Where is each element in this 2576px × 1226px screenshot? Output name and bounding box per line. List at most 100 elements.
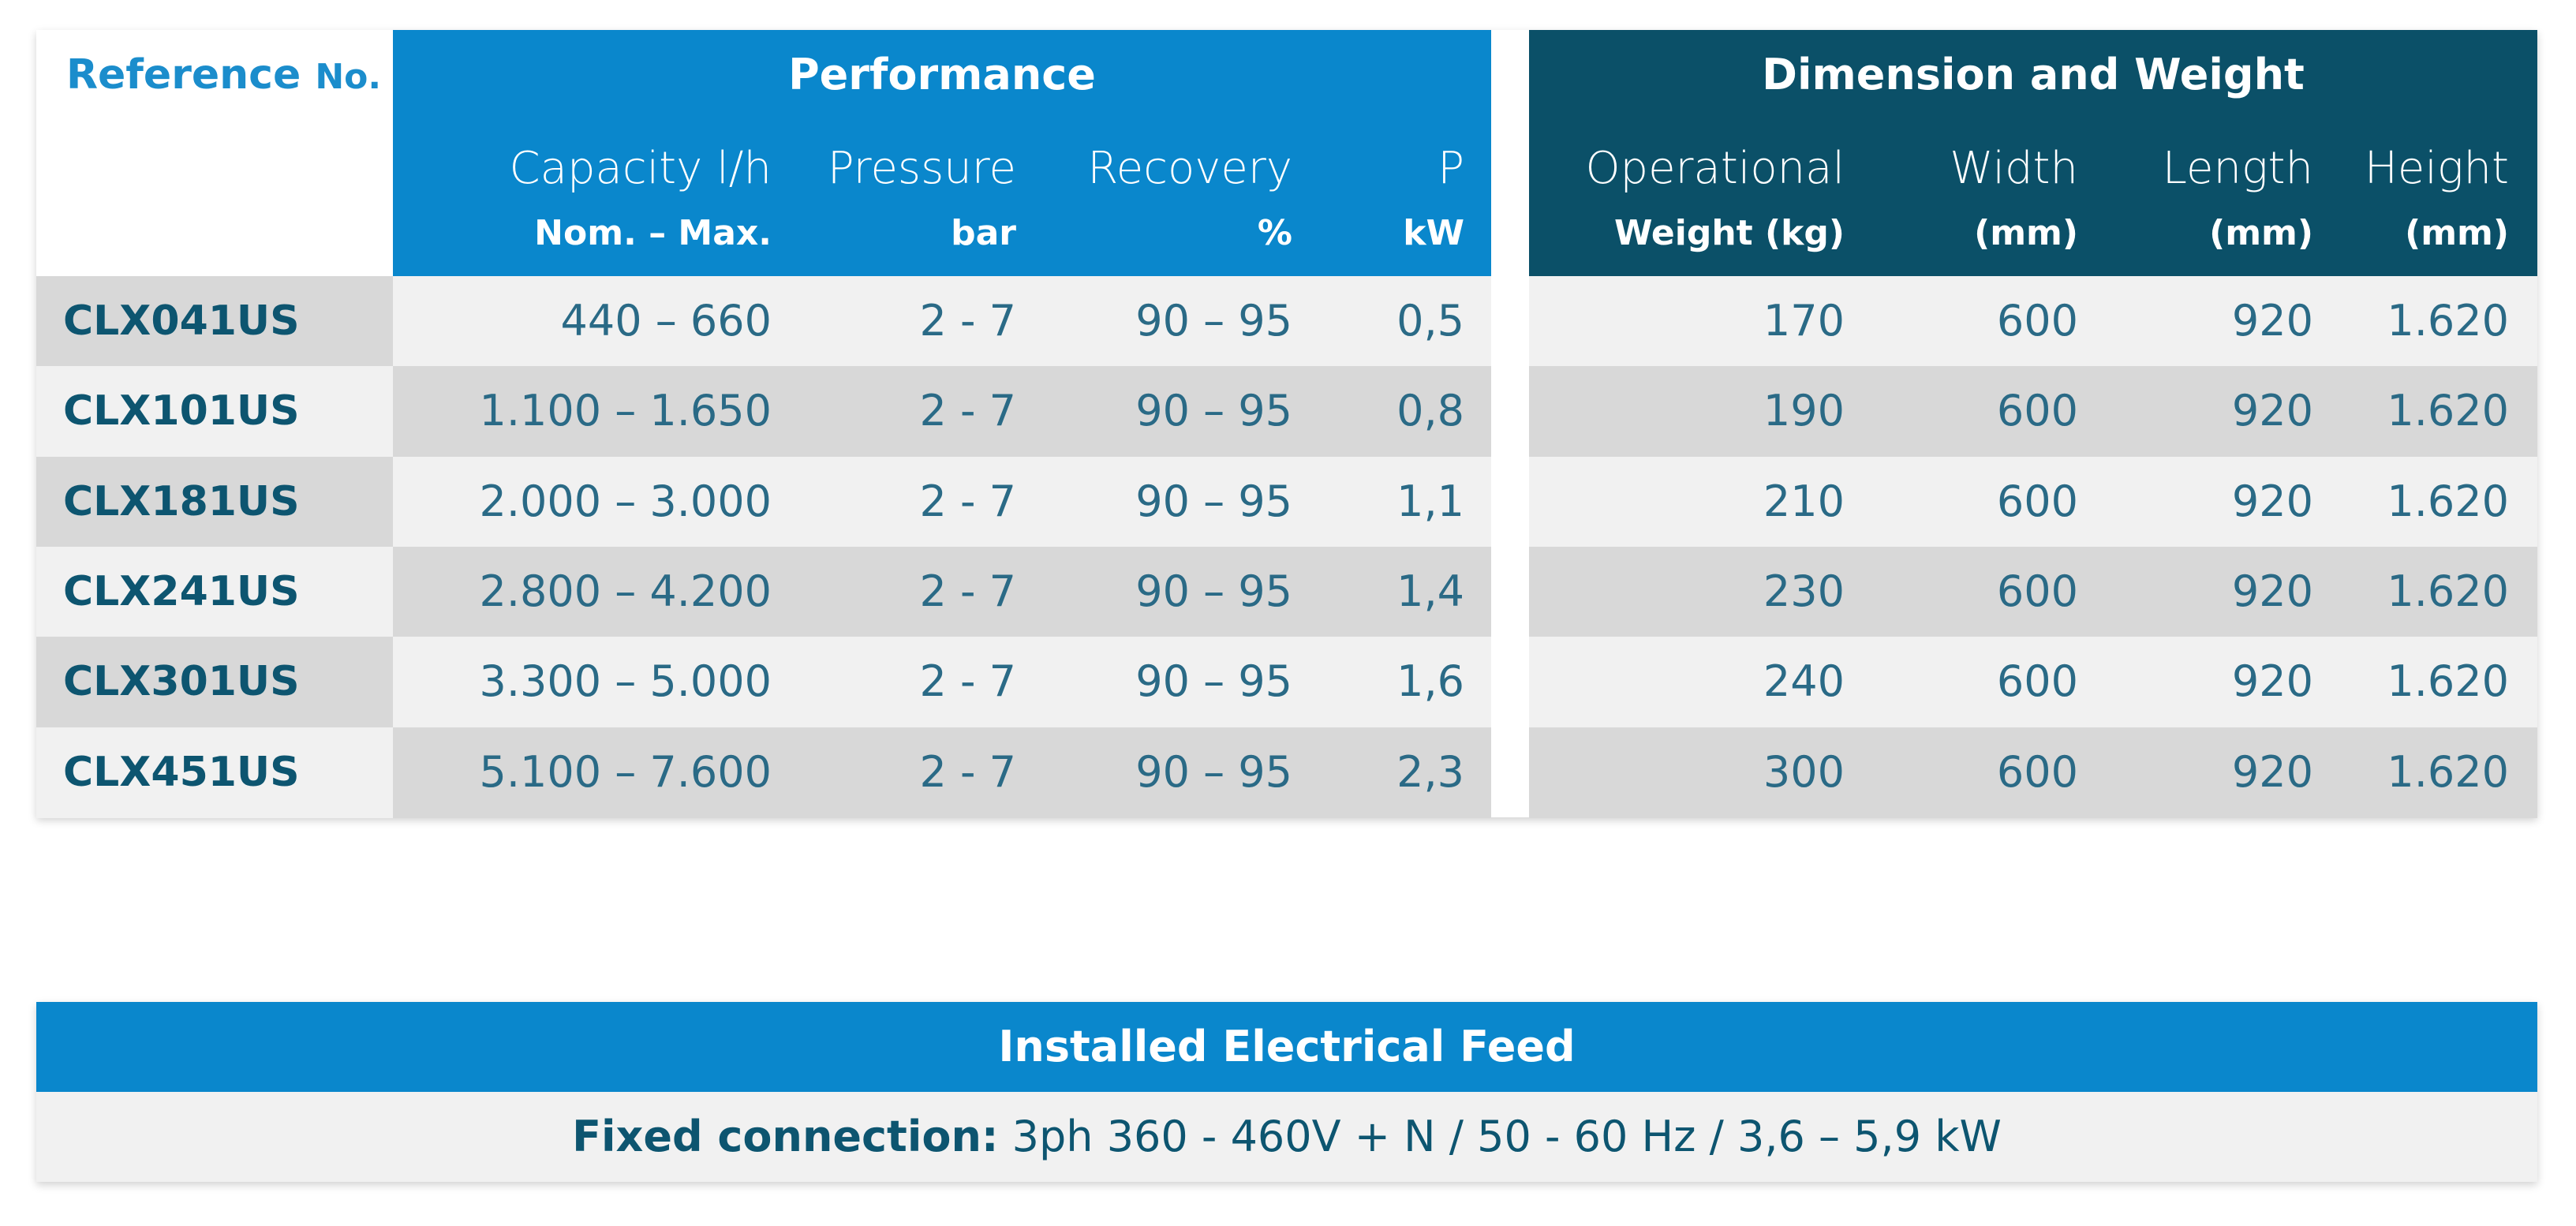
model-reference: CLX101US xyxy=(63,387,300,435)
cell-height: 1.620 xyxy=(2387,296,2509,346)
row-background xyxy=(1529,546,2537,637)
cell-weight: 300 xyxy=(1763,746,1845,797)
cell-length: 920 xyxy=(2231,386,2313,436)
cell-height: 1.620 xyxy=(2387,656,2509,707)
cell-width: 600 xyxy=(1996,746,2078,797)
cell-power: 2,3 xyxy=(1396,746,1464,797)
cell-recovery: 90 – 95 xyxy=(1135,656,1292,707)
row-background xyxy=(36,637,393,728)
cell-recovery: 90 – 95 xyxy=(1135,386,1292,436)
row-background xyxy=(36,727,393,818)
reference-title: Reference No. xyxy=(66,47,398,103)
model-reference: CLX181US xyxy=(63,477,300,525)
dimension-header-bg xyxy=(1529,30,2537,276)
cell-length: 920 xyxy=(2231,476,2313,526)
specifications-table: Reference No. Performance Dimension and … xyxy=(36,30,2537,818)
cell-recovery: 90 – 95 xyxy=(1135,746,1292,797)
cell-power: 1,6 xyxy=(1396,656,1464,707)
reference-no-text: No. xyxy=(315,57,382,97)
reference-header-cell xyxy=(36,30,393,276)
row-background xyxy=(1529,637,2537,728)
fixed-connection-label: Fixed connection: xyxy=(572,1112,999,1161)
cell-weight: 240 xyxy=(1763,656,1845,707)
cell-capacity: 1.100 – 1.650 xyxy=(479,386,772,436)
cell-weight: 210 xyxy=(1763,476,1845,526)
cell-capacity: 440 – 660 xyxy=(560,296,772,346)
cell-capacity: 5.100 – 7.600 xyxy=(479,746,772,797)
row-background xyxy=(36,366,393,458)
cell-pressure: 2 - 7 xyxy=(919,746,1016,797)
row-background xyxy=(393,276,1491,367)
model-reference: CLX301US xyxy=(63,658,300,706)
col-height-unit: (mm) xyxy=(2405,213,2509,253)
cell-weight: 170 xyxy=(1763,296,1845,346)
cell-pressure: 2 - 7 xyxy=(919,476,1016,526)
row-background xyxy=(1529,366,2537,458)
col-capacity-unit: Nom. – Max. xyxy=(534,213,772,253)
cell-pressure: 2 - 7 xyxy=(919,566,1016,616)
row-background xyxy=(393,727,1491,818)
cell-pressure: 2 - 7 xyxy=(919,656,1016,707)
model-reference: CLX241US xyxy=(63,567,300,615)
cell-height: 1.620 xyxy=(2387,476,2509,526)
cell-length: 920 xyxy=(2231,656,2313,707)
row-background xyxy=(36,546,393,637)
cell-length: 920 xyxy=(2231,746,2313,797)
cell-weight: 230 xyxy=(1763,566,1845,616)
col-recovery-label: Recovery xyxy=(1087,143,1292,194)
cell-capacity: 2.000 – 3.000 xyxy=(479,476,772,526)
fixed-connection-value: 3ph 360 - 460V + N / 50 - 60 Hz / 3,6 – … xyxy=(1011,1112,2002,1161)
cell-height: 1.620 xyxy=(2387,566,2509,616)
col-pressure-unit: bar xyxy=(951,213,1016,253)
electrical-feed-panel: Installed Electrical Feed Fixed connecti… xyxy=(36,1002,2537,1182)
row-background xyxy=(393,546,1491,637)
col-weight-unit: Weight (kg) xyxy=(1613,213,1845,253)
cell-pressure: 2 - 7 xyxy=(919,386,1016,436)
cell-recovery: 90 – 95 xyxy=(1135,566,1292,616)
row-background xyxy=(393,637,1491,728)
table-gap xyxy=(1491,30,1529,817)
reference-title-text: Reference xyxy=(66,51,301,99)
dimension-title: Dimension and Weight xyxy=(1762,50,2305,99)
cell-width: 600 xyxy=(1996,386,2078,436)
electrical-feed-title: Installed Electrical Feed xyxy=(36,1002,2537,1092)
col-capacity-label: Capacity l/h xyxy=(509,143,772,194)
cell-power: 1,4 xyxy=(1396,566,1464,616)
cell-height: 1.620 xyxy=(2387,746,2509,797)
electrical-feed-line: Fixed connection: 3ph 360 - 460V + N / 5… xyxy=(36,1092,2537,1182)
cell-recovery: 90 – 95 xyxy=(1135,476,1292,526)
model-reference: CLX041US xyxy=(63,297,300,345)
cell-width: 600 xyxy=(1996,296,2078,346)
cell-width: 600 xyxy=(1996,566,2078,616)
cell-width: 600 xyxy=(1996,476,2078,526)
col-width-unit: (mm) xyxy=(1974,213,2078,253)
col-power-label: P xyxy=(1438,143,1464,194)
row-background xyxy=(393,366,1491,458)
cell-length: 920 xyxy=(2231,296,2313,346)
model-reference: CLX451US xyxy=(63,748,300,796)
cell-power: 0,5 xyxy=(1396,296,1464,346)
performance-header-bg xyxy=(393,30,1491,276)
row-background xyxy=(1529,456,2537,548)
cell-capacity: 2.800 – 4.200 xyxy=(479,566,772,616)
cell-power: 1,1 xyxy=(1396,476,1464,526)
col-pressure-label: Pressure xyxy=(827,143,1016,194)
cell-length: 920 xyxy=(2231,566,2313,616)
col-width-label: Width xyxy=(1950,143,2078,194)
row-background xyxy=(1529,727,2537,818)
cell-recovery: 90 – 95 xyxy=(1135,296,1292,346)
row-background xyxy=(393,456,1491,548)
cell-width: 600 xyxy=(1996,656,2078,707)
col-weight-label: Operational xyxy=(1585,143,1845,194)
cell-height: 1.620 xyxy=(2387,386,2509,436)
row-background xyxy=(36,456,393,548)
col-length-unit: (mm) xyxy=(2209,213,2313,253)
col-recovery-unit: % xyxy=(1257,213,1292,253)
cell-weight: 190 xyxy=(1763,386,1845,436)
cell-capacity: 3.300 – 5.000 xyxy=(479,656,772,707)
cell-pressure: 2 - 7 xyxy=(919,296,1016,346)
row-background xyxy=(36,276,393,367)
row-background xyxy=(1529,276,2537,367)
col-height-label: Height xyxy=(2364,143,2509,194)
col-length-label: Length xyxy=(2162,143,2313,194)
